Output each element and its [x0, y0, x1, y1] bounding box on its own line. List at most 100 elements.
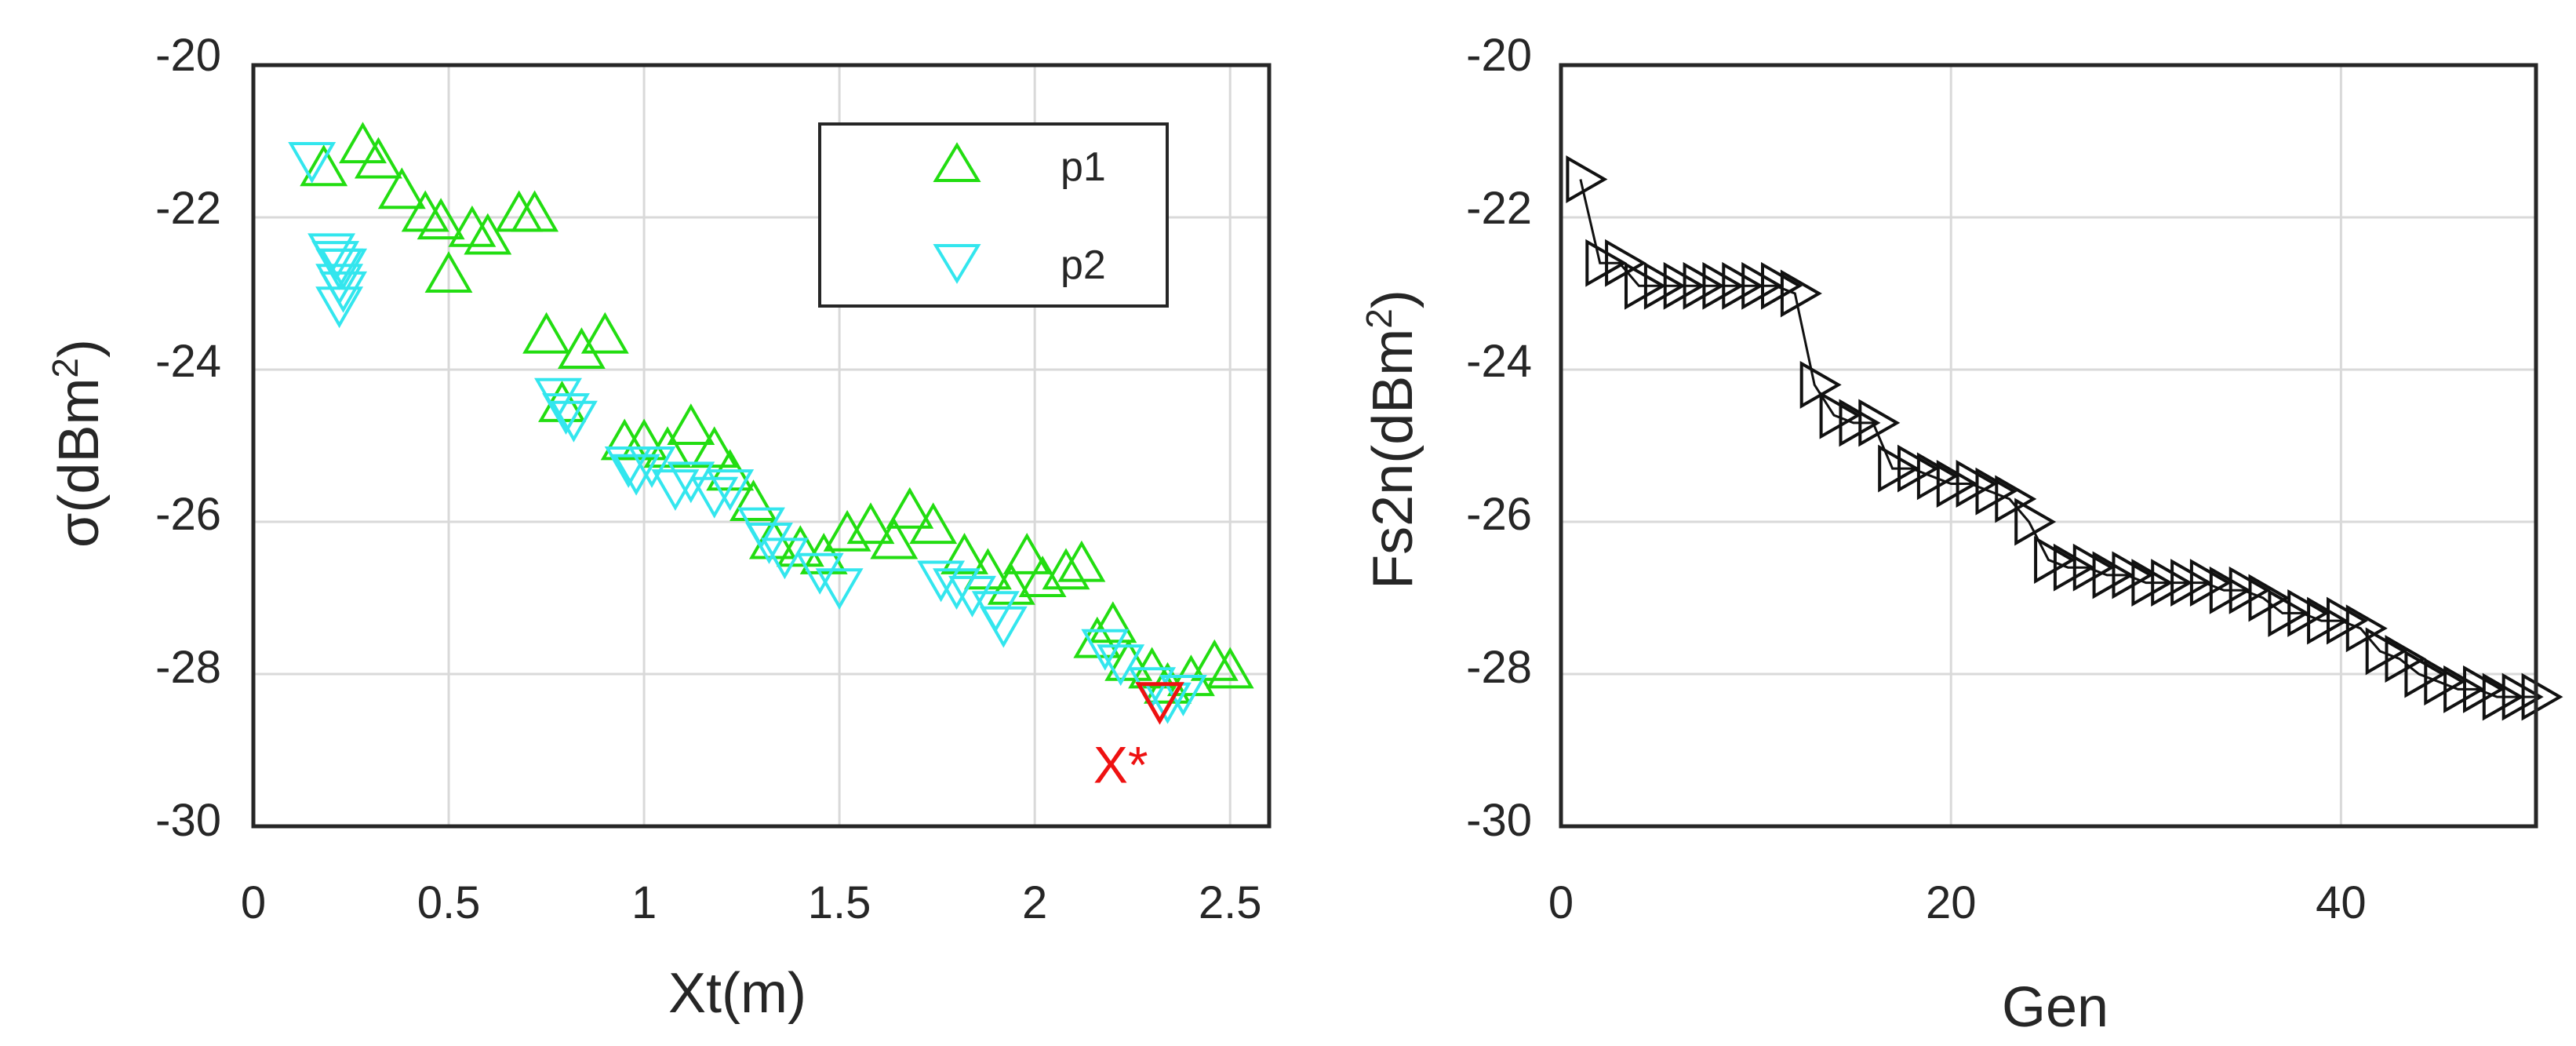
- marker-p1: [941, 532, 988, 574]
- x-tick-label: 0: [1548, 877, 1574, 928]
- marker-p2: [706, 469, 755, 512]
- marker-p2: [760, 538, 809, 580]
- marker-p2: [542, 393, 590, 436]
- marker-p1: [909, 502, 958, 545]
- marker-p1: [377, 167, 426, 210]
- marker-p2: [651, 469, 700, 512]
- marker-p1: [1104, 639, 1153, 681]
- marker-best: [2014, 497, 2057, 546]
- marker-p1: [667, 403, 715, 445]
- x-tick-label: 0: [241, 877, 266, 928]
- y-axis-label-superscript: 2: [1359, 308, 1399, 329]
- x-tick-label: 1.5: [808, 877, 871, 928]
- marker-p2: [1097, 644, 1145, 687]
- marker-p1: [522, 312, 571, 354]
- x-tick-label: 40: [2316, 877, 2367, 928]
- marker-p2: [979, 606, 1028, 648]
- legend-p1-marker: [933, 142, 981, 182]
- y-tick-label: -24: [155, 336, 221, 387]
- x-tick-label: 2: [1022, 877, 1047, 928]
- marker-p2: [948, 575, 996, 618]
- marker-p2: [1081, 629, 1130, 671]
- legend-p2-label: p2: [1061, 242, 1106, 288]
- marker-p2: [604, 446, 653, 488]
- legend: p1 p2: [818, 122, 1169, 308]
- marker-p1: [401, 190, 449, 232]
- x-axis-label: Xt(m): [668, 962, 806, 1025]
- marker-p1: [339, 122, 387, 164]
- y-tick-label: -26: [1466, 489, 1532, 540]
- marker-p1: [823, 509, 871, 552]
- marker-p1: [730, 479, 777, 521]
- marker-p2: [319, 271, 368, 313]
- x-tick-label: 2.5: [1199, 877, 1262, 928]
- marker-p1: [354, 137, 402, 179]
- y-axis-label-close: ): [1362, 290, 1424, 308]
- marker-p1: [557, 327, 606, 369]
- marker-p1: [690, 426, 739, 468]
- marker-p2: [549, 400, 598, 443]
- data-markers: [1566, 155, 2563, 721]
- marker-p1: [846, 502, 895, 545]
- x-tick-label: 1: [631, 877, 657, 928]
- y-tick-label: -24: [1466, 336, 1532, 387]
- marker-p1: [464, 213, 512, 255]
- y-tick-labels: -30 -28 -26 -24 -22 -20: [1466, 30, 1532, 846]
- marker-p1: [1042, 548, 1090, 590]
- y-axis-label-close: ): [48, 339, 111, 358]
- grid-right: [1559, 64, 2536, 828]
- y-tick-label: -30: [155, 795, 221, 846]
- y-axis-label: σ(dBm2): [45, 339, 111, 548]
- marker-p1: [886, 487, 934, 529]
- marker-best: [1858, 399, 1901, 447]
- y-tick-label: -28: [1466, 642, 1532, 693]
- y-tick-label: -22: [1466, 183, 1532, 234]
- y-axis-label-main: σ(dBm: [48, 378, 111, 548]
- legend-box: [818, 122, 1169, 308]
- marker-p2: [815, 568, 864, 610]
- scatter-chart: -30 -28 -26 -24 -22 -20 0 0.5 1 1.5 2 2.5 Xt(…: [45, 30, 1272, 1025]
- plot-frame-left: [251, 63, 1272, 829]
- marker-p1: [300, 144, 348, 187]
- marker-p1: [1002, 532, 1051, 574]
- marker-p2: [667, 461, 715, 504]
- x-axis-label: Gen: [2002, 976, 2108, 1039]
- y-tick-label: -20: [155, 30, 221, 81]
- x-tick-label: 0.5: [417, 877, 481, 928]
- optimum-marker: [1135, 682, 1184, 725]
- marker-p2: [288, 142, 337, 184]
- optimum-annotation: X*: [1093, 735, 1148, 793]
- marker-p2: [319, 248, 368, 290]
- y-axis-label-main: Fs2n(dBm: [1362, 329, 1424, 589]
- marker-p2: [628, 446, 676, 488]
- marker-p1: [424, 251, 473, 293]
- marker-p1: [580, 312, 629, 354]
- marker-p2: [933, 568, 981, 610]
- y-tick-label: -20: [1466, 30, 1532, 81]
- marker-p1: [1089, 601, 1137, 643]
- legend-p1-label: p1: [1061, 144, 1106, 190]
- marker-best: [1780, 269, 1822, 318]
- y-tick-label: -22: [155, 183, 221, 234]
- marker-p1: [870, 517, 919, 559]
- marker-p1: [495, 190, 544, 232]
- marker-p2: [745, 523, 793, 564]
- y-axis-label-superscript: 2: [45, 358, 86, 378]
- convergence-line: [1579, 179, 2536, 698]
- marker-p1: [1018, 556, 1067, 597]
- y-axis-label: Fs2n(dBm2): [1359, 290, 1424, 589]
- marker-p1: [417, 198, 465, 240]
- marker-best: [1566, 155, 1608, 203]
- marker-p1: [776, 525, 824, 567]
- marker-p2: [315, 286, 364, 329]
- y-tick-label: -28: [155, 642, 221, 693]
- y-tick-labels: -30 -28 -26 -24 -22 -20: [155, 30, 221, 846]
- data-markers: [288, 122, 1254, 725]
- x-tick-labels: 0 0.5 1 1.5 2 2.5: [241, 877, 1262, 928]
- marker-p1: [1057, 540, 1106, 582]
- x-tick-label: 20: [1926, 877, 1977, 928]
- y-tick-label: -30: [1466, 795, 1532, 846]
- marker-best: [2521, 672, 2563, 721]
- marker-p1: [511, 190, 559, 232]
